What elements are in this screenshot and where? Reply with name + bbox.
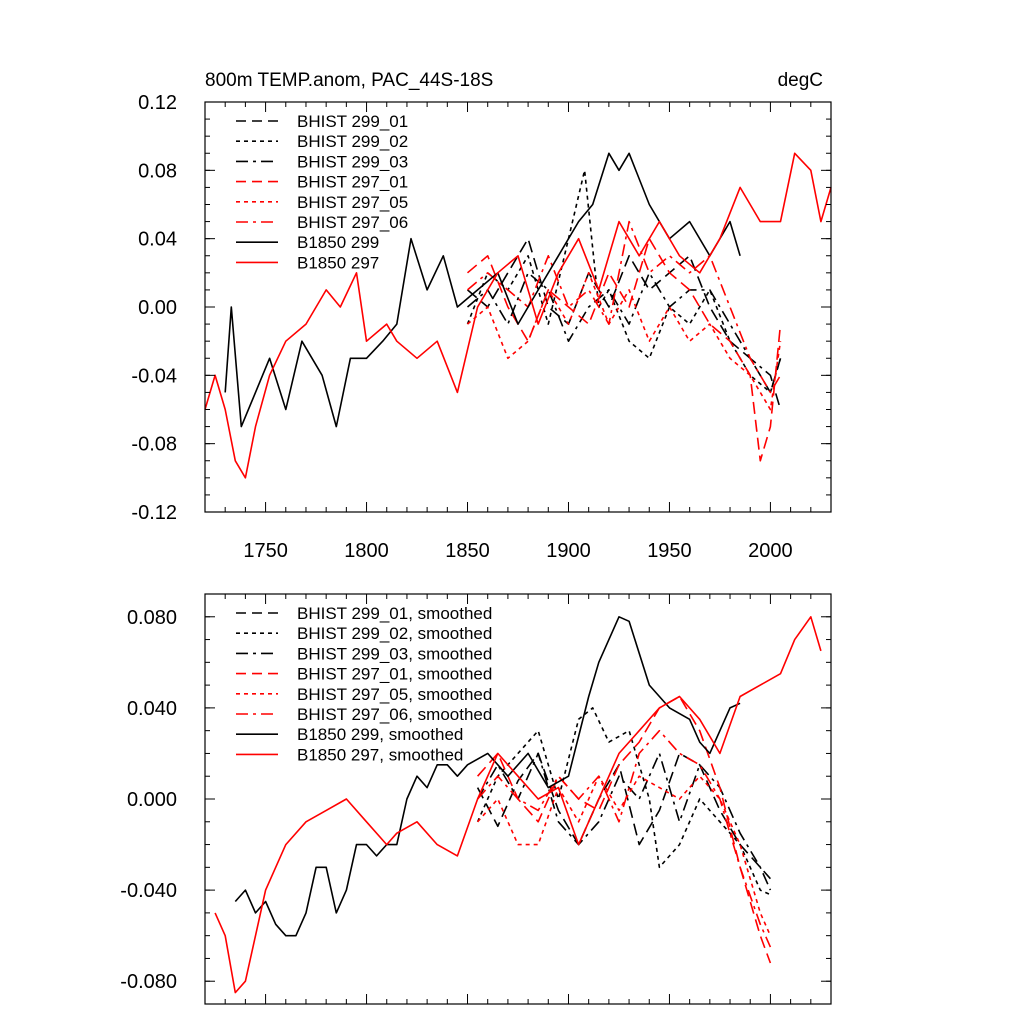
series-line-6 <box>466 220 782 394</box>
legend-label: BHIST 299_01, smoothed <box>297 604 492 623</box>
y-tick-label: -0.04 <box>131 365 177 387</box>
x-tick-label: 1800 <box>344 540 389 562</box>
y-tick-label: -0.080 <box>120 971 177 993</box>
series-line-8 <box>214 615 822 994</box>
series-line-1 <box>466 237 782 394</box>
series-line-6 <box>477 729 772 948</box>
y-tick-label: 0.08 <box>138 160 177 182</box>
series-line-3 <box>466 271 782 410</box>
legend-label: BHIST 299_03 <box>297 152 408 171</box>
series-line-3 <box>476 752 772 891</box>
legend-label: BHIST 299_02 <box>297 132 408 151</box>
series-line-5 <box>466 271 782 411</box>
y-tick-label: 0.00 <box>138 297 177 319</box>
series-line-2 <box>466 169 782 394</box>
top-panel: 800m TEMP.anom, PAC_44S-18S degC 1750 180… <box>131 70 832 562</box>
x-tick-label: 1950 <box>647 540 692 562</box>
legend-label: BHIST 299_01 <box>297 112 408 131</box>
series-line-4 <box>466 237 782 462</box>
y-tick-label: -0.040 <box>120 880 177 902</box>
legend-label: B1850 297, smoothed <box>297 745 463 764</box>
series-line-1 <box>476 752 771 880</box>
y-tick-label: -0.12 <box>131 502 177 524</box>
legend-label: B1850 297 <box>297 253 379 272</box>
y-tick-label: 0.040 <box>127 698 177 720</box>
x-tick-label: 1900 <box>546 540 591 562</box>
x-tick-label: 1850 <box>445 540 490 562</box>
y-tick-label: -0.08 <box>131 434 177 456</box>
series-line-8 <box>204 152 832 479</box>
legend-label: BHIST 297_06 <box>297 213 408 232</box>
series-line-7 <box>224 152 741 428</box>
legend-label: BHIST 297_01, smoothed <box>297 665 492 684</box>
series-line-7 <box>234 615 741 937</box>
y-tick-label: 0.12 <box>138 92 177 114</box>
legend-label: BHIST 299_03, smoothed <box>297 644 492 663</box>
series-line-4 <box>477 695 772 964</box>
legend-label: BHIST 297_01 <box>297 173 408 192</box>
legend-label: BHIST 297_05, smoothed <box>297 685 492 704</box>
legend-label: BHIST 297_06, smoothed <box>297 705 492 724</box>
chart-units: degC <box>778 70 823 91</box>
legend-label: B1850 299 <box>297 233 379 252</box>
legend-label: BHIST 297_05 <box>297 193 408 212</box>
x-tick-label: 1750 <box>243 540 288 562</box>
legend-label: BHIST 299_02, smoothed <box>297 624 492 643</box>
legend-label: B1850 299, smoothed <box>297 725 463 744</box>
y-tick-label: 0.04 <box>138 229 177 251</box>
series-line-5 <box>477 775 772 937</box>
y-tick-label: 0.080 <box>127 607 177 629</box>
bottom-panel: -0.080 -0.040 0.000 0.040 0.080 BHIST 299_01,… <box>120 593 832 1005</box>
chart-title: 800m TEMP.anom, PAC_44S-18S <box>205 70 493 91</box>
x-tick-label: 2000 <box>748 540 793 562</box>
y-tick-label: 0.000 <box>127 789 177 811</box>
